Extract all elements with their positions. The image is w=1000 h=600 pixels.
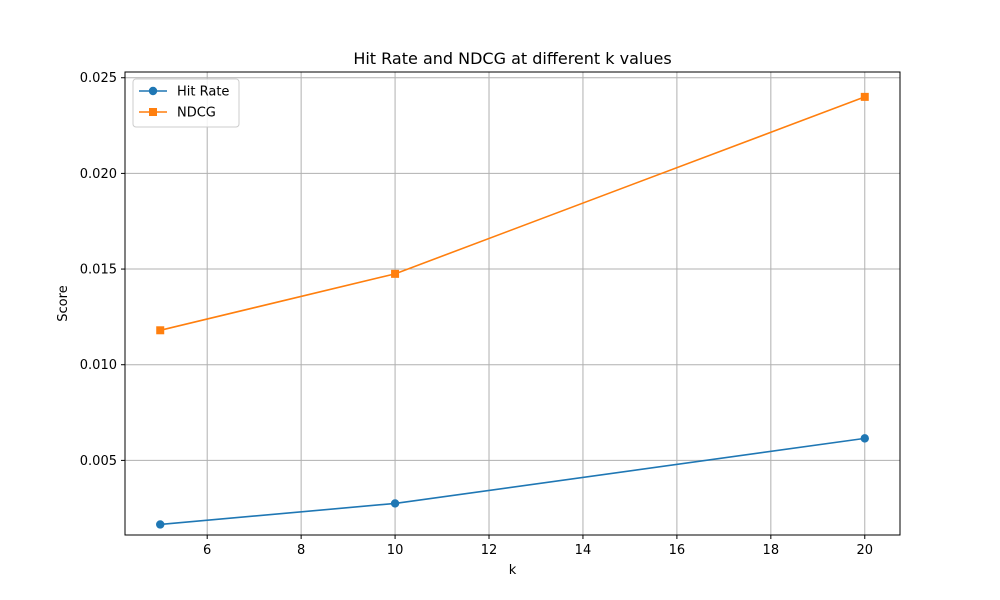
- plot-frame: [124, 71, 901, 536]
- x-tick-label: 18: [763, 543, 780, 558]
- y-tick-label: 0.025: [80, 71, 117, 86]
- x-tick-label: 12: [481, 543, 498, 558]
- data-point-hit-rate: [860, 434, 869, 443]
- y-axis-label: Score: [56, 285, 71, 321]
- y-tick-label: 0.010: [80, 358, 117, 373]
- x-tick-label: 10: [387, 543, 404, 558]
- data-point-ndcg: [391, 269, 400, 278]
- legend: Hit Rate NDCG: [132, 78, 240, 128]
- data-point-hit-rate: [390, 499, 400, 508]
- y-tick-label: 0.005: [80, 454, 117, 469]
- x-axis-label: k: [509, 563, 517, 578]
- x-tick-label: 6: [203, 543, 211, 558]
- y-tick-label: 0.015: [80, 263, 117, 278]
- data-point-ndcg: [156, 326, 165, 335]
- series-layer: [156, 92, 869, 529]
- legend-label-hit-rate: Hit Rate: [177, 85, 229, 100]
- ticks: 6 8 10 12 14 16 18 20 0.005 0.010 0.015 0.020 0.025: [80, 71, 873, 558]
- x-tick-label: 16: [669, 543, 686, 558]
- x-tick-label: 14: [575, 543, 592, 558]
- chart-title: Hit Rate and NDCG at different k values: [353, 49, 671, 68]
- data-point-ndcg: [860, 92, 869, 101]
- grid: [125, 72, 900, 535]
- x-tick-label: 20: [856, 543, 873, 558]
- x-tick-label: 8: [297, 543, 305, 558]
- y-tick-label: 0.020: [80, 167, 117, 182]
- legend-marker-ndcg: [149, 108, 157, 116]
- legend-marker-hit-rate: [148, 86, 158, 96]
- data-point-hit-rate: [156, 520, 165, 529]
- legend-label-ndcg: NDCG: [177, 106, 216, 121]
